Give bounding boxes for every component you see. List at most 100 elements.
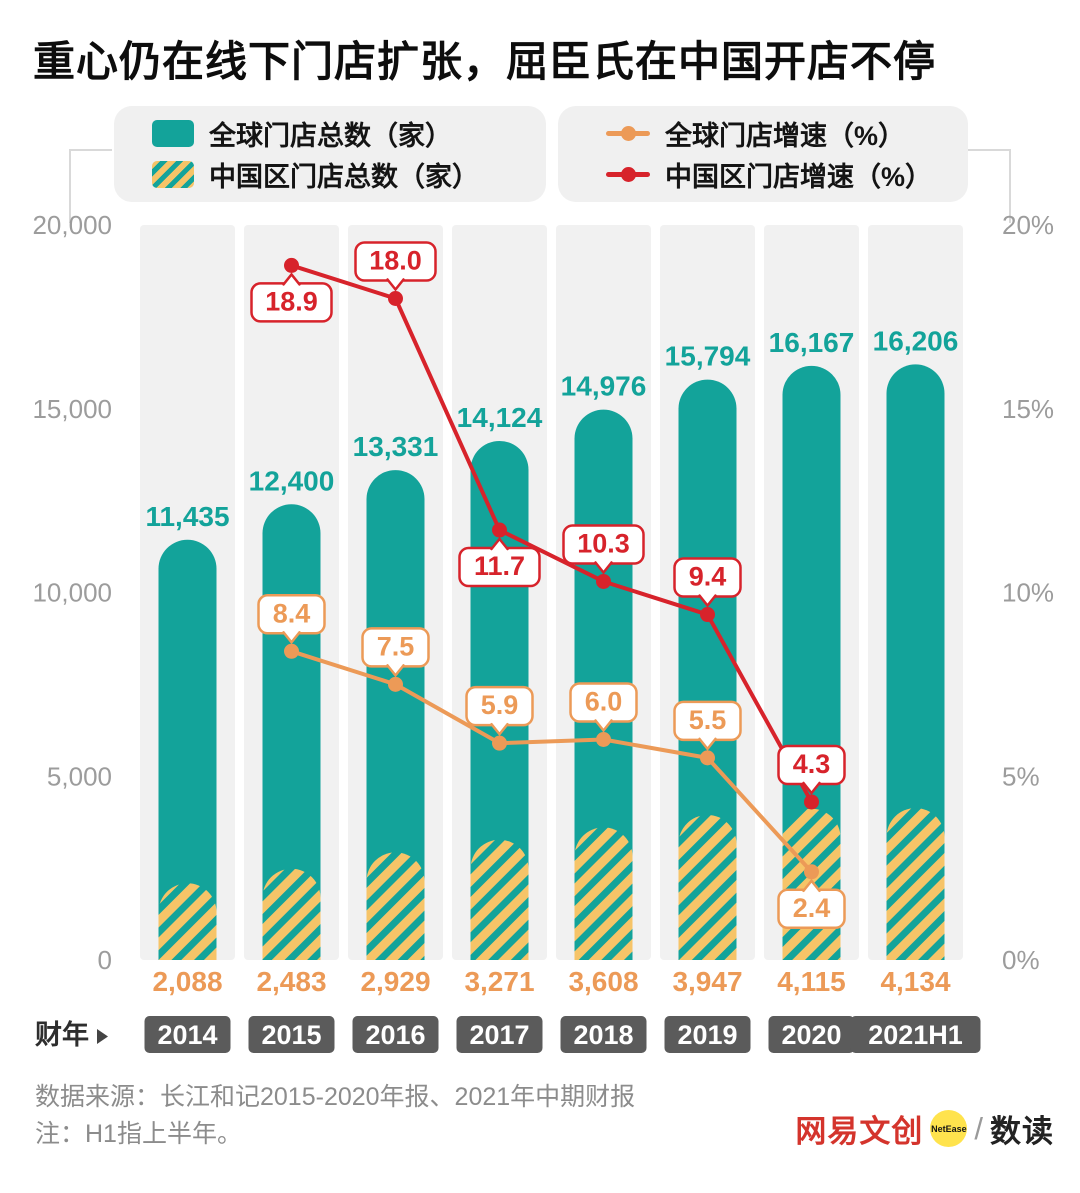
axis-tick-labels: 20,000 15,000 10,000 5,000 0 20% 15% 10% 5% 0%: [32, 210, 1054, 975]
legend-box-lines: 全球门店增速（%） 中国区门店增速（%）: [558, 106, 968, 202]
right-axis-tick: 5%: [1002, 761, 1040, 791]
legend-label: 全球门店总数（家）: [209, 121, 452, 151]
growth-callout: 6.0: [569, 682, 638, 733]
global-bar-value-label: 16,167: [769, 327, 855, 358]
china-bar: [678, 814, 737, 960]
right-axis-tick: 10%: [1002, 578, 1054, 608]
legend: 全球门店总数（家） 中国区门店总数（家） 全球门店增速（%） 中国区门店增速（%…: [114, 106, 968, 202]
legend-box-bars: 全球门店总数（家） 中国区门店总数（家）: [114, 106, 546, 202]
global-stores-swatch-icon: [152, 120, 194, 147]
year-badge: [664, 1016, 751, 1053]
global-bar: [158, 539, 217, 960]
china-bar: [158, 883, 217, 960]
china-store-value-labels: 2,088 2,483 2,929 3,271 3,608 3,947 4,115 4,134: [152, 966, 950, 997]
growth-callout: 10.3: [562, 524, 645, 575]
year-badge: [850, 1016, 981, 1053]
china-bar: [886, 808, 945, 960]
year-badge: [248, 1016, 335, 1053]
china-bar-value-label: 4,115: [777, 966, 846, 997]
global-store-bar-labels: 11,435 12,400 13,331 14,124 14,976 15,794 16,1…: [145, 325, 958, 531]
china-bar-value-label: 2,483: [256, 966, 326, 997]
global-bar-value-label: 14,124: [457, 402, 543, 433]
growth-callout: 11.7: [458, 537, 541, 588]
right-axis-tick: 15%: [1002, 394, 1054, 424]
year-badge: [144, 1016, 231, 1053]
growth-callout: 8.4: [257, 594, 326, 645]
growth-point-dot: [284, 257, 299, 273]
logo-divider: /: [974, 1110, 983, 1146]
right-axis-tick: 20%: [1002, 210, 1054, 240]
year-badge-label: 2017: [469, 1020, 529, 1050]
year-badge-label: 2015: [261, 1020, 321, 1050]
growth-callout: 4.3: [777, 744, 846, 795]
source-note: 数据来源：长江和记2015-2020年报、2021年中期财报 注：H1指上半年。: [35, 1079, 635, 1153]
year-badge-label: 2019: [677, 1020, 737, 1050]
global-bar-value-label: 14,976: [561, 371, 647, 402]
growth-point-dot: [804, 864, 819, 880]
china-bar-value-label: 3,947: [672, 966, 742, 997]
svg-text:5.9: 5.9: [481, 690, 519, 720]
growth-point-dot: [492, 522, 507, 538]
china-bar-value-label: 2,088: [152, 966, 222, 997]
legend-item-china-stores: 中国区门店总数（家）: [152, 156, 546, 193]
global-bar-value-label: 12,400: [249, 465, 335, 496]
x-axis: 财年 2014 2015 2016 2017 2018 2019 2020 2021H1: [35, 1016, 981, 1053]
global-growth-line: [284, 643, 819, 880]
source-line-2: 注：H1指上半年。: [35, 1120, 242, 1148]
legend-label: 中国区门店增速（%）: [665, 162, 933, 192]
left-axis-tick: 20,000: [32, 210, 112, 240]
legend-label: 全球门店增速（%）: [665, 121, 906, 151]
year-badge-label: 2014: [157, 1020, 217, 1050]
china-growth-line: [284, 257, 819, 810]
legend-item-global-stores: 全球门店总数（家）: [152, 115, 546, 152]
global-bar: [678, 379, 737, 960]
shuju-wordmark: 数读: [990, 1114, 1054, 1149]
year-badge: [560, 1016, 647, 1053]
growth-line-path: [289, 263, 814, 804]
global-bar-value-label: 11,435: [145, 501, 229, 532]
growth-point-dot: [596, 732, 611, 747]
growth-callout: 5.5: [673, 700, 742, 751]
growth-point-dot: [596, 573, 611, 589]
china-bar-value-label: 2,929: [360, 966, 430, 997]
year-badge: [456, 1016, 543, 1053]
svg-text:18.0: 18.0: [369, 246, 422, 276]
axis-corner-brackets: [69, 149, 1011, 223]
china-growth-line-icon: [606, 161, 650, 188]
china-bar: [470, 839, 529, 960]
svg-text:7.5: 7.5: [377, 631, 415, 661]
left-axis-tick: 10,000: [32, 578, 112, 608]
svg-text:6.0: 6.0: [585, 687, 623, 717]
svg-text:9.4: 9.4: [689, 562, 727, 592]
china-bar: [262, 868, 321, 960]
svg-text:8.4: 8.4: [273, 598, 311, 628]
svg-text:11.7: 11.7: [474, 551, 525, 581]
svg-text:18.9: 18.9: [265, 286, 318, 316]
growth-callout: 9.4: [673, 557, 742, 608]
year-badge-label: 2016: [365, 1020, 425, 1050]
growth-point-dot: [700, 607, 715, 623]
growth-callout: 7.5: [361, 627, 430, 678]
growth-line-path: [289, 649, 814, 874]
china-bar: [574, 827, 633, 960]
growth-point-dot: [284, 643, 299, 659]
x-axis-arrow-icon: [97, 1029, 108, 1044]
china-store-bars: [158, 808, 945, 960]
china-stores-swatch-icon: [152, 161, 194, 188]
svg-text:5.5: 5.5: [689, 705, 727, 735]
china-growth-callouts: 18.9 18.0 11.7 10.3 9.4 4.3: [250, 241, 846, 795]
growth-point-dot: [388, 291, 403, 306]
year-badge-label: 2021H1: [868, 1020, 963, 1050]
footer-logo: 网易文创 NetEase / 数读: [795, 1106, 1054, 1151]
x-axis-title: 财年: [35, 1019, 89, 1050]
legend-item-china-growth: 中国区门店增速（%）: [606, 156, 968, 193]
growth-point-dot: [492, 735, 507, 751]
year-badge-label: 2020: [781, 1020, 841, 1050]
china-bar-value-label: 3,271: [464, 966, 534, 997]
global-bar-value-label: 13,331: [353, 431, 439, 462]
growth-point-dot: [700, 750, 715, 766]
right-axis-tick: 0%: [1002, 945, 1040, 975]
left-axis-tick: 15,000: [32, 394, 112, 424]
china-bar-value-label: 4,134: [880, 966, 950, 997]
